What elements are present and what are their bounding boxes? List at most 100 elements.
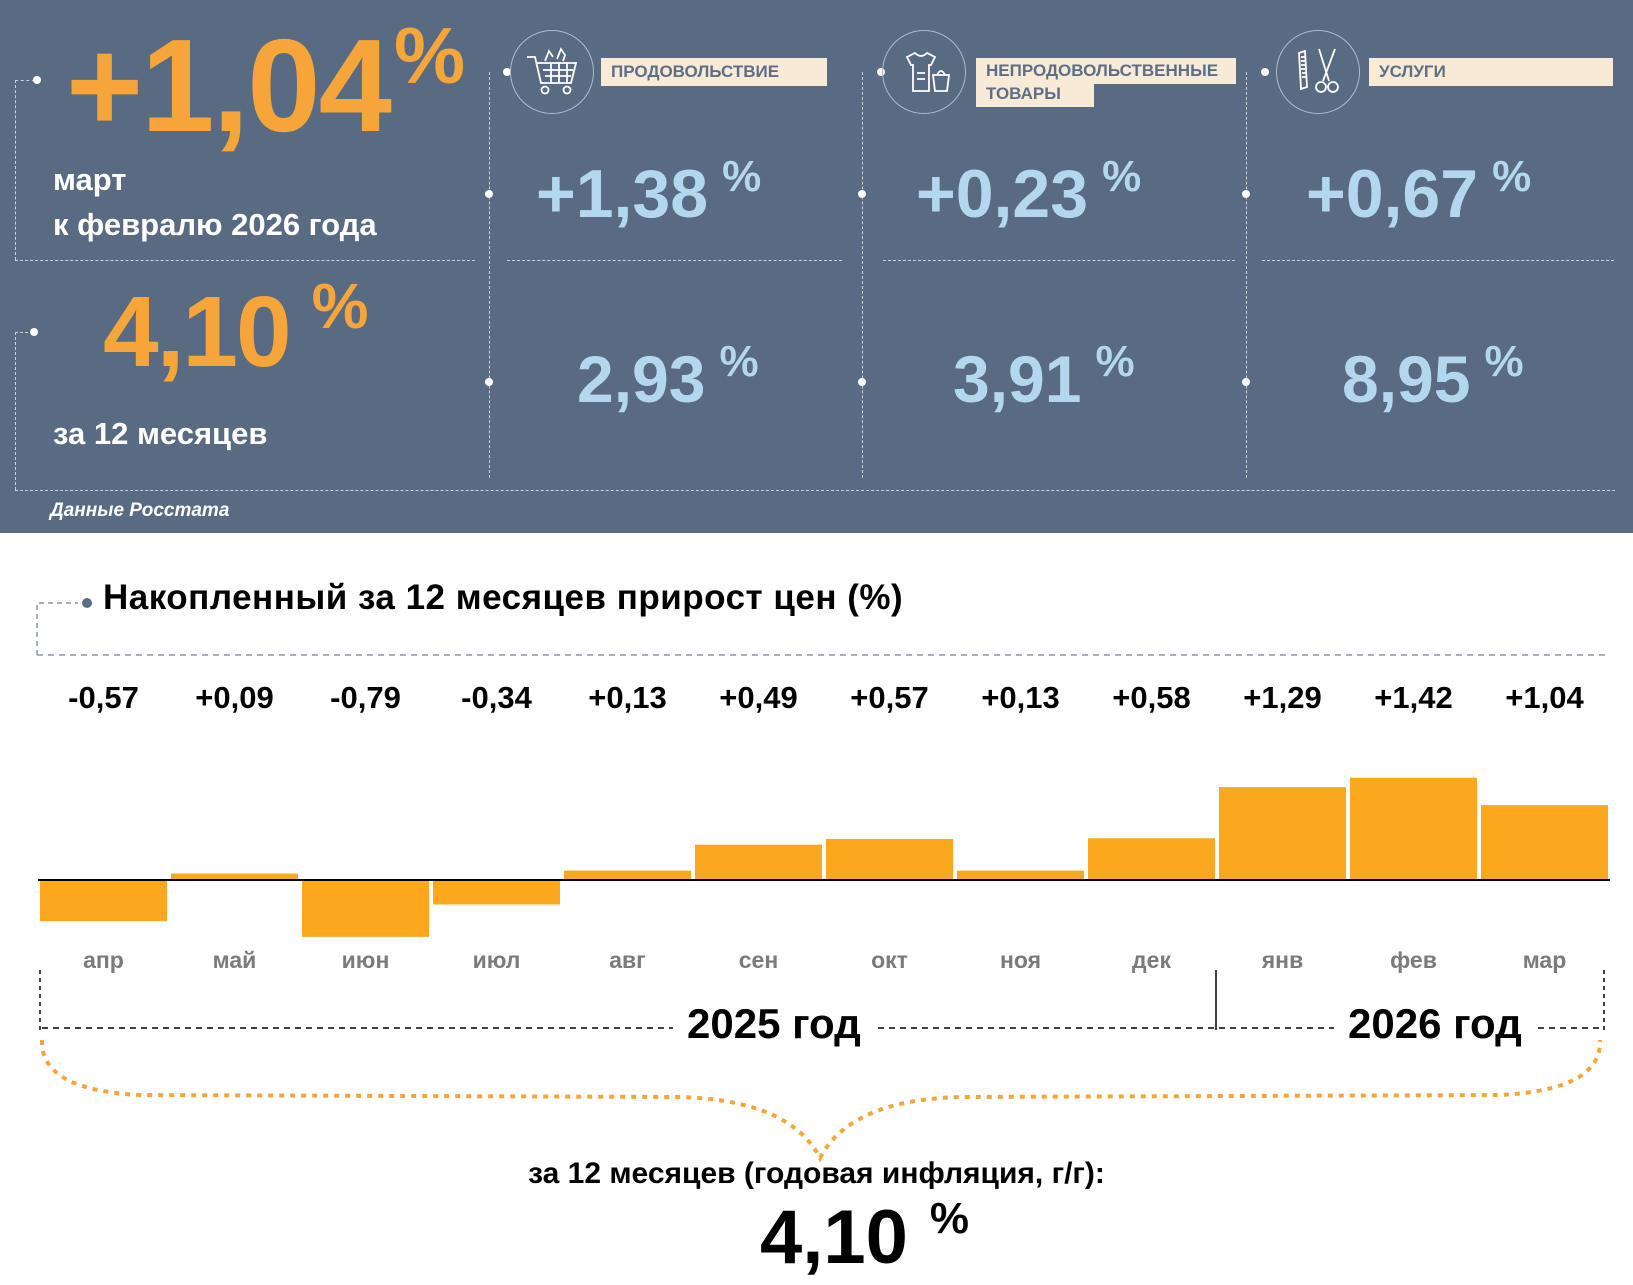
summary-panel: +1,04% март к февралю 2026 года 4,10% за…: [0, 0, 1633, 533]
nonfood-annual-percent: %: [1095, 337, 1135, 386]
clothing-icon: [882, 30, 966, 114]
bar-май: [171, 873, 298, 880]
food-annual-value: 2,93%: [577, 340, 759, 413]
monthly-caption: март к февралю 2026 года: [53, 158, 377, 248]
nonfood-monthly-value: +0,23%: [916, 155, 1141, 229]
month-label-фев: фев: [1390, 947, 1437, 973]
frame-line: [15, 490, 1615, 491]
services-monthly-number: +0,67: [1306, 156, 1479, 232]
nonfood-monthly-percent: %: [1102, 152, 1142, 201]
monthly-percent-sign: %: [394, 11, 466, 100]
frame-line: [862, 72, 863, 478]
value-label-июл: -0,34: [461, 680, 532, 715]
month-label-мар: мар: [1523, 947, 1567, 973]
category-label-services: УСЛУГИ: [1369, 58, 1613, 86]
annual-caption: за 12 месяцев: [53, 416, 268, 451]
food-monthly-value: +1,38%: [536, 155, 761, 229]
category-label-nonfood: НЕПРОДОВОЛЬСТВЕННЫЕ: [976, 58, 1236, 84]
frame-line: [15, 332, 16, 490]
month-label-май: май: [213, 947, 257, 973]
services-annual-percent: %: [1484, 337, 1524, 386]
food-annual-number: 2,93: [577, 342, 706, 416]
bullet-dot: [1242, 190, 1250, 198]
bar-июл: [433, 880, 560, 905]
annual-value: 4,10: [103, 276, 292, 388]
value-label-авг: +0,13: [588, 680, 666, 715]
frame-line: [489, 72, 490, 478]
value-label-апр: -0,57: [68, 680, 139, 715]
bar-июн: [302, 880, 429, 937]
bullet-dot: [485, 378, 493, 386]
bar-сен: [695, 844, 822, 880]
value-label-фев: +1,42: [1374, 680, 1452, 715]
month-label-янв: янв: [1261, 947, 1303, 973]
food-monthly-number: +1,38: [536, 156, 709, 232]
frame-line: [15, 80, 35, 81]
category-label-nonfood-line2: ТОВАРЫ: [986, 84, 1061, 103]
month-label-сен: сен: [739, 947, 778, 973]
bullet-dot: [1261, 68, 1269, 76]
monthly-inflation-value: +1,04%: [66, 16, 465, 152]
month-label-апр: апр: [83, 947, 124, 973]
frame-line: [507, 260, 842, 261]
services-monthly-value: +0,67%: [1306, 155, 1531, 229]
value-label-май: +0,09: [195, 680, 273, 715]
annual-inflation-value: 4,10%: [103, 274, 369, 382]
nonfood-annual-number: 3,91: [953, 342, 1082, 416]
summary-annual-inflation: 4,10%: [760, 1197, 969, 1276]
frame-line: [15, 332, 33, 333]
value-label-ноя: +0,13: [981, 680, 1059, 715]
services-annual-value: 8,95%: [1342, 340, 1524, 413]
value-label-сен: +0,49: [719, 680, 797, 715]
frame-line: [15, 260, 475, 261]
monthly-caption-line2: к февралю 2026 года: [53, 206, 377, 242]
value-label-дек: +0,58: [1112, 680, 1190, 715]
bar-авг: [564, 870, 691, 880]
value-label-июн: -0,79: [330, 680, 401, 715]
nonfood-monthly-number: +0,23: [916, 156, 1089, 232]
services-monthly-percent: %: [1492, 152, 1532, 201]
year-label-2025: 2025 год: [673, 1000, 875, 1048]
bullet-dot: [30, 328, 38, 336]
nonfood-annual-value: 3,91%: [953, 340, 1135, 413]
frame-line: [1246, 72, 1247, 478]
food-monthly-percent: %: [722, 152, 762, 201]
summary-caption: за 12 месяцев (годовая инфляция, г/г):: [528, 1157, 1105, 1190]
frame-line: [15, 80, 16, 260]
month-label-июл: июл: [473, 947, 521, 973]
data-source: Данные Росстата: [50, 500, 230, 521]
bar-мар: [1481, 805, 1608, 880]
title-bullet: [82, 598, 92, 608]
value-label-янв: +1,29: [1243, 680, 1321, 715]
bullet-dot: [1242, 378, 1250, 386]
summary-value-percent: %: [929, 1194, 970, 1243]
value-label-мар: +1,04: [1505, 680, 1584, 715]
shopping-cart-icon: [510, 30, 594, 114]
annual-percent-sign: %: [311, 270, 369, 342]
category-label-food: ПРОДОВОЛЬСТВИЕ: [601, 58, 827, 86]
services-annual-number: 8,95: [1342, 342, 1471, 416]
bullet-dot: [877, 68, 885, 76]
bar-янв: [1219, 787, 1346, 880]
chart-title: Накопленный за 12 месяцев прирост цен (%…: [103, 578, 904, 617]
month-label-ноя: ноя: [1000, 947, 1041, 973]
scissors-comb-icon: [1276, 30, 1360, 114]
bullet-dot: [33, 76, 41, 84]
bar-фев: [1350, 777, 1477, 880]
bullet-dot: [858, 190, 866, 198]
monthly-value: +1,04: [66, 12, 392, 159]
category-label-nonfood-2: ТОВАРЫ: [976, 81, 1094, 107]
bar-дек: [1088, 838, 1215, 880]
bar-group: [40, 777, 1608, 937]
month-label-group: апр май июн июл авг сен окт ноя дек янв фев мар: [83, 947, 1566, 973]
month-label-дек: дек: [1132, 947, 1171, 973]
bar-ноя: [957, 870, 1084, 880]
title-bracket: [36, 602, 78, 655]
bullet-dot: [503, 68, 511, 76]
bar-апр: [40, 880, 167, 922]
frame-line: [883, 260, 1235, 261]
bullet-dot: [485, 190, 493, 198]
value-label-group: -0,57 +0,09 -0,79 -0,34 +0,13 +0,49 +0,57 +0,13…: [68, 680, 1584, 715]
summary-value-number: 4,10: [760, 1195, 908, 1280]
